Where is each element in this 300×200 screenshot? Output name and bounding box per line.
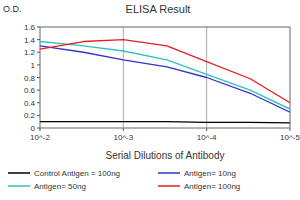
series-line [40,40,290,103]
y-tick-label: 1 [31,61,36,70]
plot-area [40,40,290,123]
legend-label: Control Antigen = 100ng [34,169,120,178]
legend-swatch [158,172,180,174]
plot-frame [40,27,290,128]
legend-label: Antigen= 50ng [34,182,86,191]
y-tick-label: 0.2 [24,111,36,120]
y-tick-label: 0.6 [24,86,36,95]
y-axis-label: O.D. [3,4,22,14]
series-line [40,122,290,123]
series-line [40,46,290,112]
title: ELISA Result [126,3,191,15]
series-line [40,42,290,110]
legend-swatch [158,185,180,187]
legend-label: Antigen= 10ng [184,169,236,178]
x-tick-label: 10^-5 [280,133,300,142]
y-tick-label: 1.6 [24,23,36,32]
legend-label: Antigen= 100ng [184,182,240,191]
x-tick-label: 10^-2 [30,133,50,142]
y-tick-label: 0 [31,124,36,133]
y-tick-label: 0.4 [24,99,36,108]
y-tick-label: 1.2 [24,48,36,57]
chart: ELISA Result O.D. 10^-2 10^-3 10^-4 10^-5 0 0.2… [0,0,300,200]
y-tick-label: 0.8 [24,74,36,83]
legend-swatch [8,172,30,174]
grid-line [123,27,124,128]
y-tick-label: 1.4 [24,36,36,45]
x-tick-label: 10^-4 [197,133,217,142]
x-tick-label: 10^-3 [113,133,133,142]
x-axis-label: Serial Dilutions of Antibody [106,150,225,161]
legend-swatch [8,185,30,187]
